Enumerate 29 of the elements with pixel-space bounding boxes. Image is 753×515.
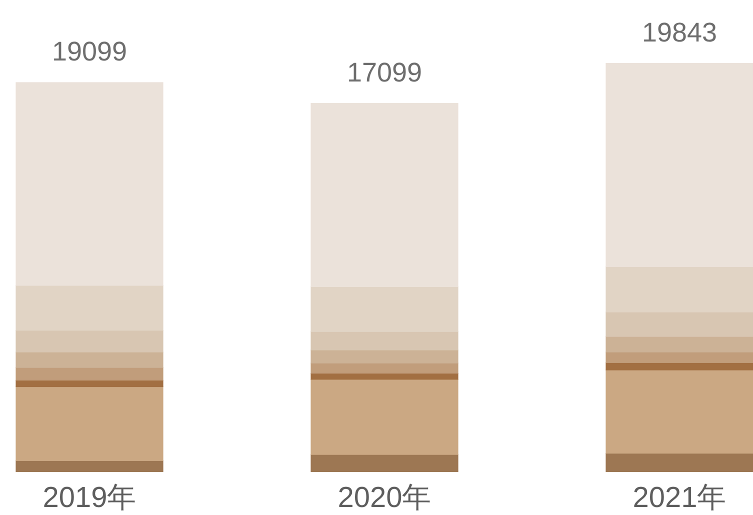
annotation: 19843 bbox=[642, 17, 718, 48]
bar bbox=[16, 367, 164, 381]
bar bbox=[310, 331, 458, 350]
bar bbox=[606, 266, 753, 312]
annotation: 19099 bbox=[52, 36, 128, 66]
bar bbox=[606, 336, 753, 352]
bar bbox=[606, 352, 753, 363]
bar bbox=[16, 285, 164, 331]
bar bbox=[310, 454, 458, 472]
bar bbox=[310, 350, 458, 364]
bar bbox=[606, 370, 753, 454]
annotation: 17099 bbox=[346, 57, 422, 88]
x-tick-label: 2019年 bbox=[42, 482, 136, 514]
bar bbox=[606, 453, 753, 472]
x-tick-label: 2020年 bbox=[338, 482, 432, 514]
bar bbox=[16, 460, 164, 472]
bar bbox=[16, 82, 164, 286]
x-tick-label: 2021年 bbox=[632, 482, 726, 514]
bar bbox=[606, 63, 753, 267]
bar bbox=[310, 362, 458, 374]
bar bbox=[310, 286, 458, 332]
bar bbox=[606, 362, 753, 370]
bar bbox=[606, 312, 753, 337]
bar bbox=[16, 380, 164, 388]
bar bbox=[310, 379, 458, 455]
bar bbox=[16, 352, 164, 368]
bar bbox=[16, 386, 164, 461]
bar bbox=[16, 330, 164, 352]
bar bbox=[310, 103, 458, 287]
